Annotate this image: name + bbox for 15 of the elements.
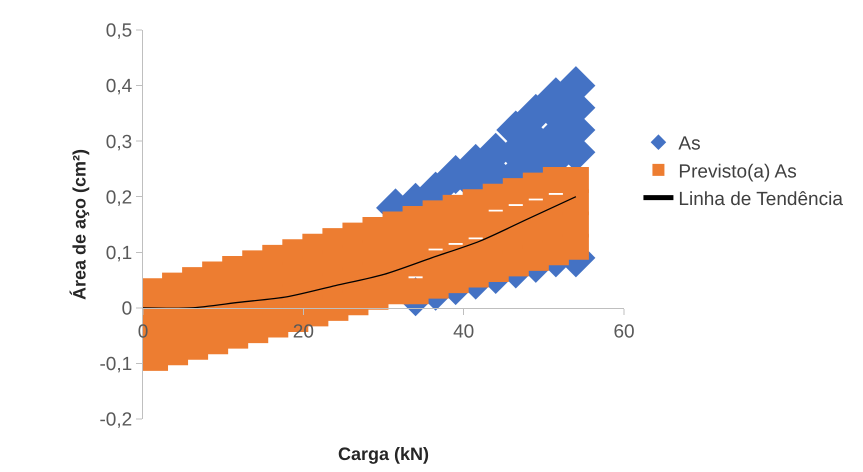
- y-tick-label: 0,5: [106, 20, 132, 42]
- y-tick-label: 0,2: [106, 187, 132, 208]
- y-tick-label: -0,1: [99, 354, 132, 376]
- x-axis-title: Carga (kN): [338, 444, 430, 464]
- legend-label: Linha de Tendência: [678, 189, 844, 210]
- y-tick-label: 0,1: [106, 242, 132, 264]
- y-tick-label: -0,2: [99, 410, 132, 431]
- legend-label: As: [678, 134, 701, 155]
- y-tick-label: 0: [122, 298, 132, 320]
- y-tick-label: 0,4: [106, 76, 133, 98]
- x-tick-label: 40: [453, 322, 474, 343]
- x-tick-label: 60: [613, 322, 635, 343]
- legend-label: Previsto(a) As: [678, 161, 797, 182]
- y-axis-title: Área de aço (cm²): [70, 148, 90, 300]
- y-tick-label: 0,3: [106, 132, 132, 153]
